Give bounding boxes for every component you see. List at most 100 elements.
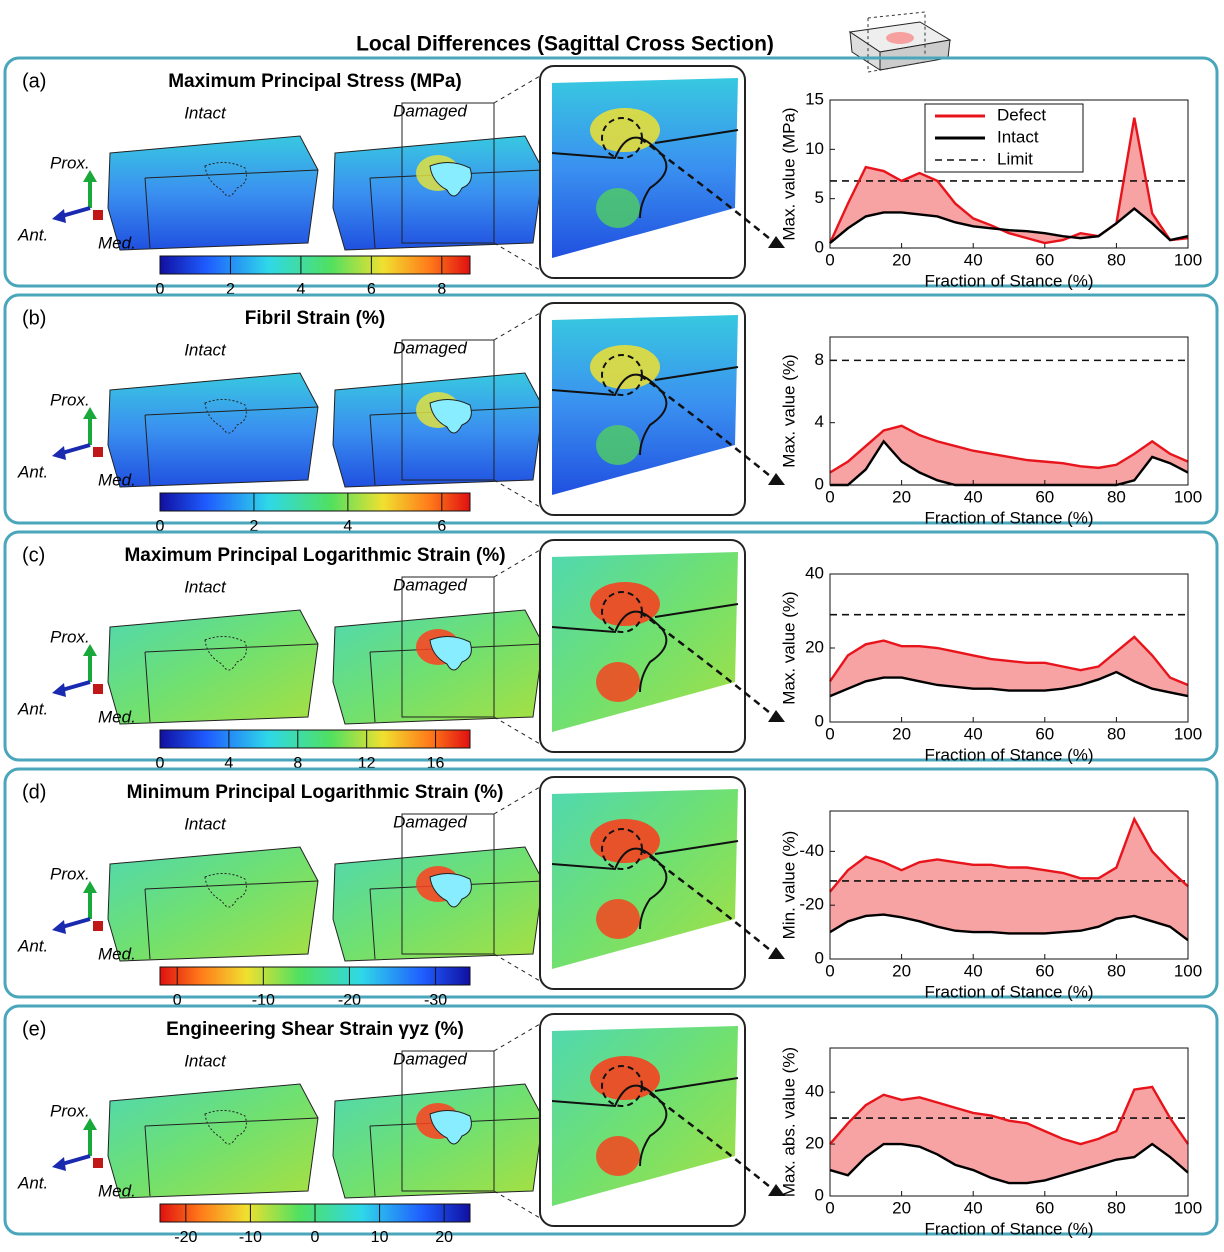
colorbar-tick-label: 10: [371, 1229, 389, 1246]
hot-spot: [590, 108, 660, 152]
zoom-connector: [494, 480, 540, 507]
y-axis-label: Max. abs. value (%): [779, 1047, 798, 1197]
x-tick-label: 0: [825, 1198, 834, 1217]
x-axis-label: Fraction of Stance (%): [924, 745, 1093, 764]
hot-spot: [590, 582, 660, 626]
colorbar-tick-label: 20: [435, 1229, 453, 1246]
prox-label: Prox.: [50, 153, 90, 172]
x-tick-label: 80: [1107, 487, 1126, 506]
x-tick-label: 100: [1174, 1198, 1202, 1217]
x-tick-label: 60: [1035, 724, 1054, 743]
tissue-block: [333, 1084, 543, 1198]
triad-med: [93, 1158, 103, 1168]
triad-ant: [62, 682, 90, 690]
legend-label: Intact: [997, 127, 1039, 146]
hot-spot: [590, 345, 660, 389]
difference-area: [830, 1087, 1188, 1183]
panel-title: Fibril Strain (%): [245, 308, 385, 329]
med-label: Med.: [98, 233, 136, 252]
prox-label: Prox.: [50, 390, 90, 409]
y-tick-label: 20: [805, 1134, 824, 1153]
triad-ant: [62, 445, 90, 453]
x-tick-label: 60: [1035, 1198, 1054, 1217]
x-tick-label: 40: [964, 487, 983, 506]
difference-area: [830, 819, 1188, 940]
intact-label: Intact: [184, 103, 227, 122]
prox-label: Prox.: [50, 1101, 90, 1120]
tissue-block: [333, 847, 543, 961]
y-tick-label: -20: [799, 895, 824, 914]
tissue-block: [108, 847, 318, 961]
triad-head: [52, 683, 66, 697]
ant-label: Ant.: [17, 699, 48, 718]
damaged-label: Damaged: [393, 575, 467, 594]
tissue-block: [108, 136, 318, 250]
x-axis-label: Fraction of Stance (%): [924, 271, 1093, 290]
zoom-connector: [494, 717, 540, 744]
zoom-connector: [494, 954, 540, 981]
x-tick-label: 100: [1174, 487, 1202, 506]
triad-med: [93, 684, 103, 694]
colorbar: [160, 730, 470, 748]
y-tick-label: 8: [815, 350, 824, 369]
x-tick-label: 40: [964, 724, 983, 743]
ant-label: Ant.: [17, 1173, 48, 1192]
tissue-block: [333, 373, 543, 487]
y-tick-label: 4: [815, 412, 824, 431]
panel-label: (a): [22, 70, 46, 92]
hot-spot: [596, 662, 640, 702]
panel-title: Minimum Principal Logarithmic Strain (%): [127, 782, 504, 803]
x-tick-label: 20: [892, 724, 911, 743]
tissue-block: [333, 610, 543, 724]
panel-label: (b): [22, 307, 46, 329]
damaged-label: Damaged: [393, 1049, 467, 1068]
triad-ant: [62, 919, 90, 927]
zoom-connector: [494, 313, 540, 340]
triad-med: [93, 447, 103, 457]
x-tick-label: 80: [1107, 961, 1126, 980]
x-tick-label: 20: [892, 961, 911, 980]
panel-title: Maximum Principal Logarithmic Strain (%): [124, 545, 505, 566]
triad-head: [52, 209, 66, 223]
y-axis-label: Min. value (%): [779, 831, 798, 940]
tissue-block: [108, 1084, 318, 1198]
hot-spot: [596, 899, 640, 939]
ant-label: Ant.: [17, 225, 48, 244]
difference-area: [830, 637, 1188, 696]
panel: (e)Engineering Shear Strain γyz (%)Intac…: [5, 1006, 1217, 1246]
x-tick-label: 0: [825, 250, 834, 269]
intact-label: Intact: [184, 1051, 227, 1070]
x-tick-label: 60: [1035, 487, 1054, 506]
med-label: Med.: [98, 707, 136, 726]
x-tick-label: 0: [825, 724, 834, 743]
panel-label: (d): [22, 781, 46, 803]
x-axis-label: Fraction of Stance (%): [924, 508, 1093, 527]
tissue-block: [108, 373, 318, 487]
y-axis-label: Max. value (%): [779, 591, 798, 704]
ant-label: Ant.: [17, 936, 48, 955]
triad-head: [52, 446, 66, 460]
prox-label: Prox.: [50, 627, 90, 646]
colorbar-tick-label: -10: [239, 1229, 262, 1246]
difference-area: [830, 426, 1188, 485]
triad-med: [93, 921, 103, 931]
y-tick-label: 20: [805, 637, 824, 656]
legend-label: Limit: [997, 149, 1033, 168]
legend-label: Defect: [997, 105, 1046, 124]
hot-spot: [596, 425, 640, 465]
hot-spot: [590, 819, 660, 863]
panel: (c)Maximum Principal Logarithmic Strain …: [5, 532, 1217, 772]
panel-title: Engineering Shear Strain γyz (%): [166, 1019, 464, 1040]
y-tick-label: 0: [815, 948, 824, 967]
x-tick-label: 80: [1107, 724, 1126, 743]
y-tick-label: 15: [805, 89, 824, 108]
intact-label: Intact: [184, 340, 227, 359]
x-tick-label: 40: [964, 961, 983, 980]
x-tick-label: 0: [825, 487, 834, 506]
x-tick-label: 40: [964, 250, 983, 269]
x-tick-label: 20: [892, 487, 911, 506]
y-tick-label: -40: [799, 841, 824, 860]
triad-head: [52, 920, 66, 934]
x-tick-label: 80: [1107, 250, 1126, 269]
